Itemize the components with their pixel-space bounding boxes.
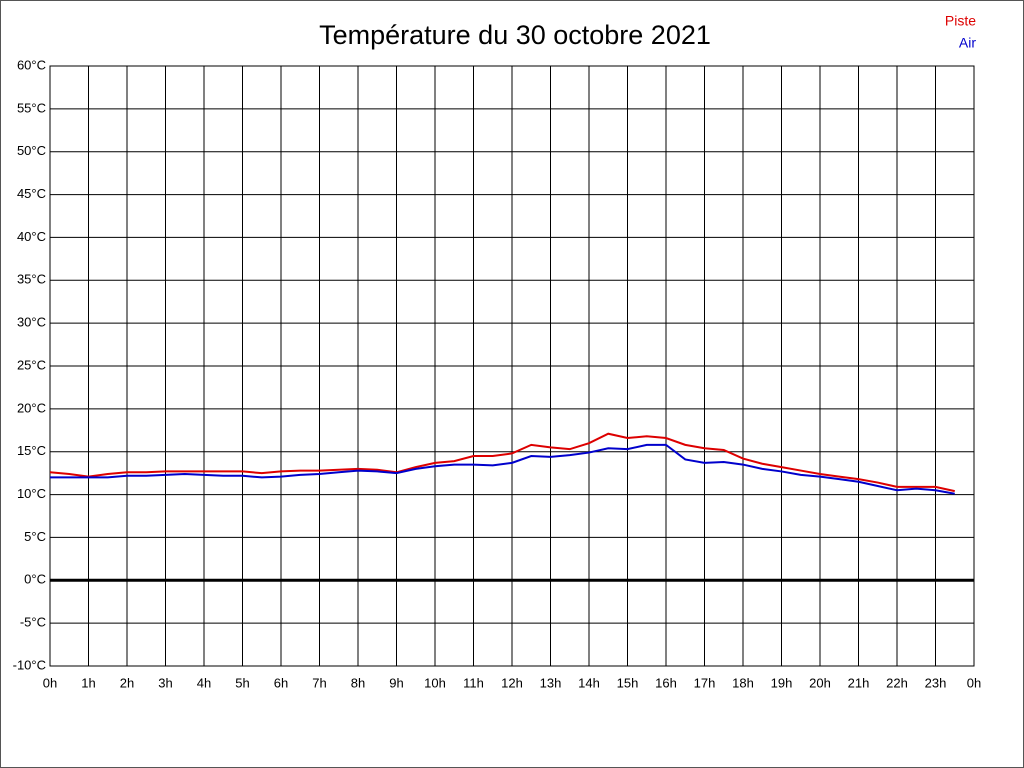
y-tick-label: 5°C [24,529,46,544]
x-tick-label: 0h [967,675,981,690]
x-tick-label: 14h [578,675,600,690]
x-tick-label: 12h [501,675,523,690]
y-tick-label: 60°C [17,57,46,72]
x-tick-label: 20h [809,675,831,690]
x-tick-label: 15h [617,675,639,690]
y-tick-label: -5°C [20,615,46,630]
x-tick-label: 8h [351,675,365,690]
x-tick-label: 21h [848,675,870,690]
x-tick-label: 1h [81,675,95,690]
y-tick-label: 15°C [17,443,46,458]
y-tick-label: 45°C [17,186,46,201]
legend-entry: Air [959,35,976,51]
x-tick-label: 22h [886,675,908,690]
y-tick-label: 25°C [17,357,46,372]
x-tick-label: 10h [424,675,446,690]
x-tick-label: 13h [540,675,562,690]
y-tick-label: 35°C [17,272,46,287]
x-tick-label: 17h [694,675,716,690]
y-tick-label: -10°C [13,657,46,672]
x-tick-label: 9h [389,675,403,690]
x-tick-label: 3h [158,675,172,690]
x-tick-label: 23h [925,675,947,690]
legend-entry: Piste [945,13,976,29]
x-tick-label: 16h [655,675,677,690]
y-tick-label: 30°C [17,315,46,330]
line-series [49,432,955,493]
y-tick-label: 40°C [17,229,46,244]
x-tick-label: 11h [463,675,484,690]
chart-title: Température du 30 octobre 2021 [319,20,711,50]
x-tick-label: 2h [120,675,134,690]
x-tick-label: 6h [274,675,288,690]
y-tick-label: 0°C [24,572,46,587]
line-series [50,443,955,495]
x-tick-label: 5h [235,675,249,690]
x-tick-label: 19h [771,675,793,690]
y-tick-label: 50°C [17,143,46,158]
y-tick-label: 55°C [17,100,46,115]
y-tick-label: 10°C [17,486,46,501]
x-tick-label: 4h [197,675,211,690]
x-tick-label: 7h [312,675,326,690]
y-tick-label: 20°C [17,400,46,415]
x-tick-label: 0h [43,675,57,690]
x-tick-label: 18h [732,675,754,690]
